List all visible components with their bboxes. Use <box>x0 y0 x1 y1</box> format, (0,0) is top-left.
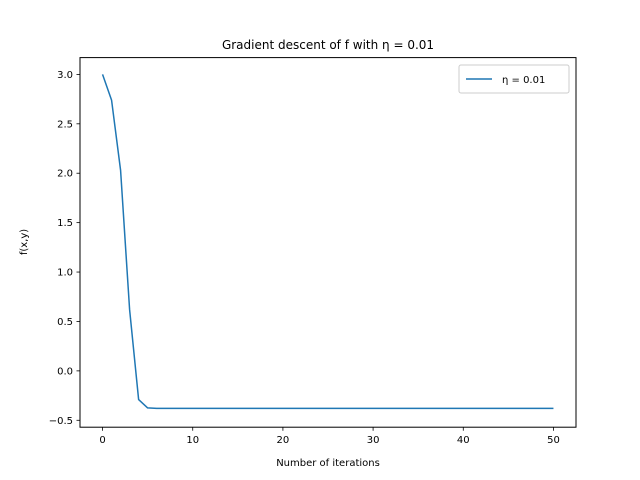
y-tick-label: 2.5 <box>57 119 73 130</box>
chart-title: Gradient descent of f with η = 0.01 <box>222 38 434 52</box>
y-tick-label: 3.0 <box>57 70 73 81</box>
x-tick-label: 10 <box>186 435 199 446</box>
y-tick-label: 1.5 <box>57 218 73 229</box>
series-line-0 <box>101 74 554 410</box>
x-tick-label: 50 <box>547 435 560 446</box>
x-tick-label: 20 <box>277 435 290 446</box>
x-tick-label: 30 <box>367 435 380 446</box>
y-tick-label: 1.0 <box>57 268 73 279</box>
x-tick-label: 0 <box>99 435 105 446</box>
x-tick-label: 40 <box>457 435 470 446</box>
legend-box <box>458 64 570 94</box>
axis-ticks: 0 10 20 30 40 50 −0.5 0.0 0.5 1.0 1.5 2.0 2.5 3.0 <box>49 70 560 446</box>
y-tick-label: 2.0 <box>57 169 73 180</box>
y-tick-label: −0.5 <box>49 416 73 427</box>
x-axis-label: Number of iterations <box>276 458 380 469</box>
series-lines <box>101 74 554 410</box>
y-axis-label: f(x,y) <box>19 229 30 255</box>
legend-label: η = 0.01 <box>502 75 545 86</box>
plot-frame <box>79 57 577 428</box>
y-tick-label: 0.0 <box>57 366 73 377</box>
legend: η = 0.01 <box>458 64 570 94</box>
y-tick-label: 0.5 <box>57 317 73 328</box>
